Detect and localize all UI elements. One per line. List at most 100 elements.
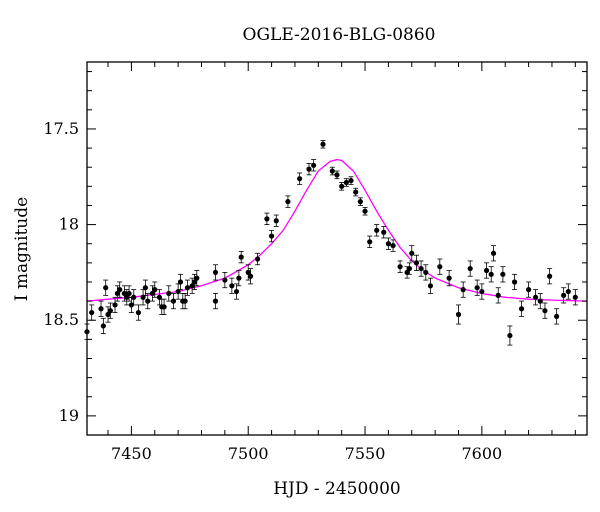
data-point xyxy=(334,170,340,180)
data-point xyxy=(182,293,188,310)
point-marker xyxy=(145,298,151,304)
point-marker xyxy=(212,269,219,276)
point-marker xyxy=(152,287,158,293)
point-marker xyxy=(518,306,525,312)
data-point xyxy=(561,287,567,304)
data-point xyxy=(177,273,184,291)
data-point xyxy=(126,285,132,302)
data-point xyxy=(348,176,354,185)
data-point xyxy=(212,293,219,310)
data-point xyxy=(166,285,172,302)
point-marker xyxy=(117,287,123,293)
point-marker xyxy=(170,298,177,304)
data-point xyxy=(381,226,387,239)
point-marker xyxy=(455,311,462,318)
point-marker xyxy=(311,162,317,168)
data-point xyxy=(455,304,462,325)
data-point xyxy=(311,159,317,172)
model-curve xyxy=(86,158,588,302)
point-marker xyxy=(140,294,146,300)
data-point xyxy=(511,273,518,291)
data-point xyxy=(306,162,312,176)
data-point xyxy=(518,300,525,317)
data-point xyxy=(525,281,532,298)
point-marker xyxy=(409,250,415,256)
data-point xyxy=(233,283,240,300)
point-marker xyxy=(238,254,244,260)
data-point xyxy=(140,289,146,306)
y-axis-label: I magnitude xyxy=(12,197,32,301)
data-point xyxy=(320,140,326,149)
data-point xyxy=(418,260,424,277)
data-point xyxy=(500,266,506,283)
chart-title: OGLE-2016-BLG-0860 xyxy=(243,25,436,45)
data-point xyxy=(222,272,228,289)
data-point xyxy=(423,264,429,281)
data-point xyxy=(142,279,149,296)
data-point xyxy=(103,279,109,296)
point-marker xyxy=(142,285,149,291)
point-marker xyxy=(479,288,485,295)
data-point xyxy=(189,277,195,294)
data-point xyxy=(467,260,473,277)
point-marker xyxy=(348,177,354,184)
data-point xyxy=(362,206,368,216)
data-point xyxy=(191,273,198,291)
point-marker xyxy=(385,241,392,247)
data-point xyxy=(397,260,403,273)
point-marker xyxy=(121,290,127,297)
data-point xyxy=(547,268,553,285)
point-marker xyxy=(320,141,326,147)
point-marker xyxy=(285,199,291,205)
data-point xyxy=(114,285,120,302)
data-point xyxy=(339,182,345,191)
data-point xyxy=(532,289,539,306)
y-tick-label: 19 xyxy=(59,406,79,425)
point-marker xyxy=(542,308,548,314)
point-marker xyxy=(161,304,167,310)
data-point xyxy=(264,212,270,225)
point-marker xyxy=(100,323,106,329)
point-marker xyxy=(427,283,434,289)
x-axis-label: HJD - 2450000 xyxy=(273,479,401,499)
point-marker xyxy=(229,283,235,289)
point-marker xyxy=(483,267,490,274)
point-marker xyxy=(423,269,429,276)
point-marker xyxy=(460,287,466,293)
point-marker xyxy=(166,290,172,297)
x-tick-label: 7450 xyxy=(111,444,152,463)
data-point xyxy=(413,254,420,271)
data-point xyxy=(100,317,106,335)
point-marker xyxy=(390,243,396,249)
point-marker xyxy=(474,285,480,291)
data-point xyxy=(353,187,359,197)
point-marker xyxy=(247,273,254,279)
data-point xyxy=(161,298,167,315)
data-point xyxy=(273,214,279,227)
data-point xyxy=(121,285,127,302)
point-marker xyxy=(500,271,506,277)
data-point xyxy=(254,252,261,266)
point-marker xyxy=(406,265,413,272)
point-marker xyxy=(236,275,242,281)
data-point xyxy=(427,277,434,294)
point-marker xyxy=(547,273,553,279)
point-marker xyxy=(182,298,188,304)
data-point xyxy=(170,293,177,310)
point-marker xyxy=(112,302,118,308)
point-marker xyxy=(343,179,349,186)
data-point xyxy=(238,250,244,264)
point-marker xyxy=(114,290,120,297)
point-marker xyxy=(353,189,359,195)
point-marker xyxy=(194,275,200,281)
data-point xyxy=(145,293,151,310)
point-marker xyxy=(572,294,578,300)
x-tick-label: 7550 xyxy=(345,444,386,463)
data-point xyxy=(117,281,123,298)
point-marker xyxy=(490,250,497,256)
point-marker xyxy=(329,168,335,174)
y-tick-label: 18.5 xyxy=(43,310,79,329)
y-tick-label: 18 xyxy=(59,215,79,234)
point-marker xyxy=(467,265,473,272)
